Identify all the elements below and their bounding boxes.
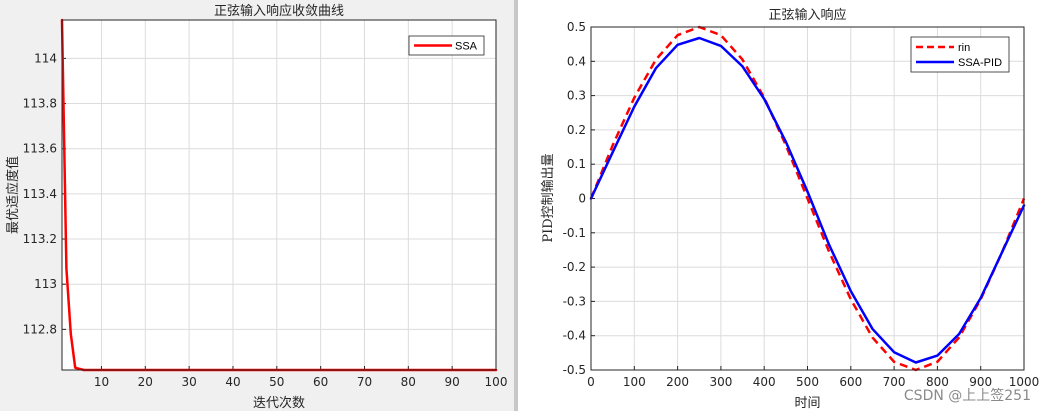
y-tick-label: 0.1: [567, 157, 586, 171]
x-tick-label: 1000: [1009, 375, 1040, 389]
x-axis-label: 时间: [794, 396, 820, 411]
x-tick-label: 0: [587, 375, 595, 389]
y-tick-label: 0.3: [567, 89, 586, 103]
x-tick-label: 70: [357, 375, 372, 389]
right-figure: 0 100 200 300 400 500 600 700 800 900 1000 -0.5 -0.4…: [518, 0, 1045, 411]
axes-box: [61, 19, 497, 371]
y-tick-label: -0.3: [563, 294, 586, 308]
x-tick-label: 10: [94, 375, 109, 389]
y-tick-label: 0: [578, 192, 586, 206]
x-tick-label: 20: [138, 375, 153, 389]
x-tick-label: 600: [839, 375, 862, 389]
chart-title: 正弦输入响应收敛曲线: [214, 3, 344, 19]
figure-divider: [514, 0, 518, 411]
y-tick-label: 0.2: [567, 123, 586, 137]
x-tick-label: 100: [485, 375, 508, 389]
x-tick-label: 40: [225, 375, 240, 389]
legend: SSA: [408, 35, 485, 56]
x-tick-label: 60: [313, 375, 328, 389]
grid: [62, 20, 497, 370]
series-line-ssa-pid: [589, 36, 1026, 364]
y-tick-label: 113.4: [23, 187, 57, 201]
series-lines: [589, 25, 1026, 372]
legend: rin SSA-PID: [910, 36, 1010, 73]
y-tick-label: 0.4: [567, 54, 586, 68]
tick-labels: 0 100 200 300 400 500 600 700 800 900 1000 -0.5 -0.4…: [563, 20, 1040, 389]
y-tick-label: -0.1: [563, 226, 586, 240]
x-tick-label: 50: [269, 375, 284, 389]
y-axis-label: PID控制输出量: [540, 153, 556, 242]
x-tick-label: 700: [883, 375, 906, 389]
chart-title: 正弦输入响应: [768, 7, 846, 23]
y-tick-label: 113.8: [23, 97, 57, 111]
y-tick-label: 0.5: [567, 20, 586, 34]
plot-area: [62, 20, 496, 370]
x-tick-label: 90: [445, 375, 460, 389]
x-axis-label: 迭代次数: [253, 395, 305, 411]
y-axis-label: 最优适应度值: [5, 156, 21, 234]
convergence-chart: 10 20 30 40 50 60 70 80 90 100 112.8 113 113.2 113.4 1…: [5, 3, 508, 411]
x-tick-label: 80: [401, 375, 416, 389]
x-tick-label: 200: [666, 375, 689, 389]
x-tick-label: 30: [181, 375, 196, 389]
x-tick-label: 900: [969, 375, 992, 389]
y-tick-label: -0.4: [563, 329, 586, 343]
series-line-rin: [589, 25, 1026, 372]
tick-labels: 10 20 30 40 50 60 70 80 90 100 112.8 113 113.2 113.4 1…: [23, 51, 508, 389]
y-tick-label: 113: [34, 277, 57, 291]
x-tick-label: 400: [753, 375, 776, 389]
axes-box: [590, 26, 1025, 371]
legend-label-ssa: SSA: [455, 41, 478, 53]
y-tick-label: 113.6: [23, 142, 57, 156]
x-tick-label: 300: [709, 375, 732, 389]
y-tick-label: 114: [34, 51, 57, 65]
y-tick-label: -0.2: [563, 260, 586, 274]
x-tick-label: 100: [623, 375, 646, 389]
legend-label-ssa-pid: SSA-PID: [958, 57, 1002, 69]
sine-response-chart: 0 100 200 300 400 500 600 700 800 900 1000 -0.5 -0.4…: [540, 7, 1040, 411]
left-figure: 10 20 30 40 50 60 70 80 90 100 112.8 113 113.2 113.4 1…: [0, 0, 514, 411]
x-tick-label: 800: [926, 375, 949, 389]
y-tick-label: -0.5: [563, 363, 586, 377]
y-tick-label: 113.2: [23, 232, 57, 246]
legend-label-rin: rin: [958, 42, 970, 54]
x-tick-label: 500: [796, 375, 819, 389]
y-tick-label: 112.8: [23, 322, 57, 336]
watermark: CSDN @上上签251: [903, 388, 1031, 404]
legend-box: [910, 36, 1010, 73]
